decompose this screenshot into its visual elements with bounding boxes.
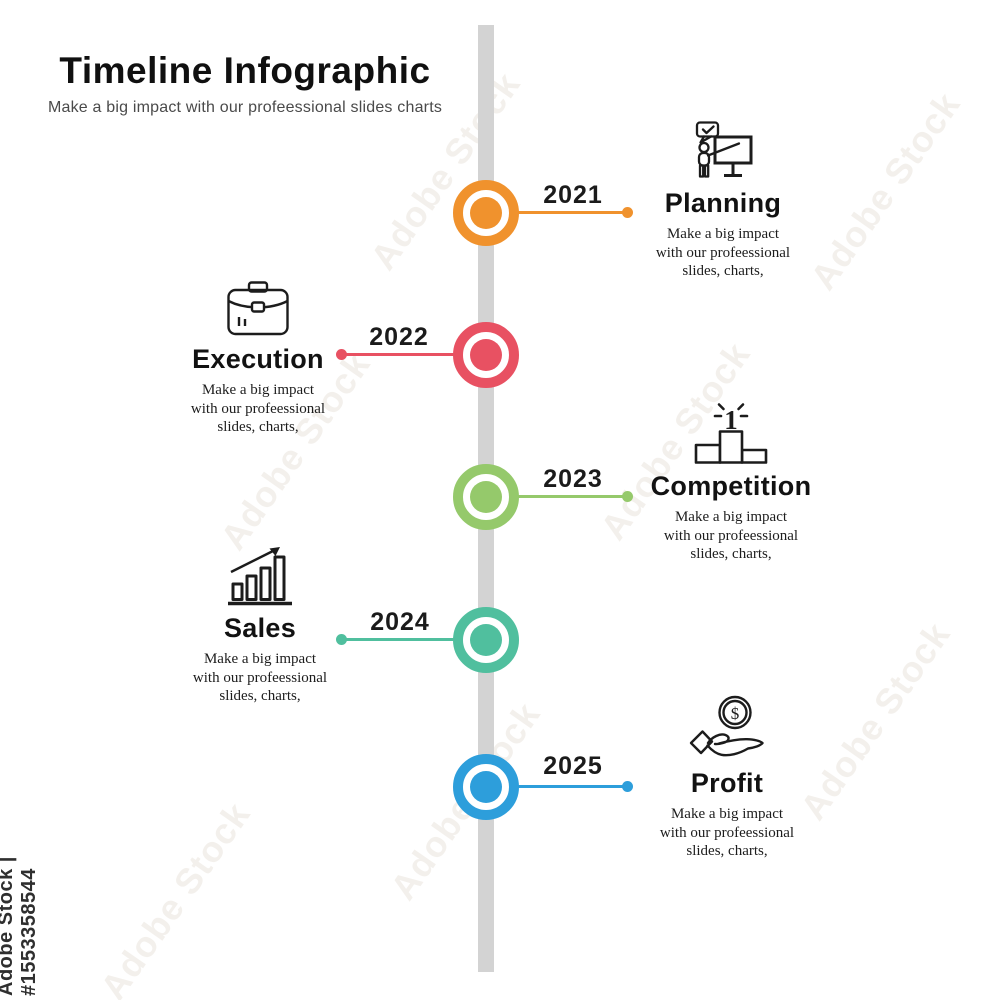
timeline-node xyxy=(453,464,519,530)
milestone-block: Planning Make a big impact with our prof… xyxy=(633,121,813,281)
milestone-year: 2021 xyxy=(543,181,603,209)
node-dot xyxy=(470,771,502,803)
milestone-block: Execution Make a big impact with our pro… xyxy=(148,281,368,437)
timeline-node xyxy=(453,180,519,246)
milestone-description: Make a big impact with our profeessional… xyxy=(192,651,328,705)
connector-dot xyxy=(622,491,633,502)
watermark-tile: Adobe Stock xyxy=(92,794,259,1000)
hand-coin-icon: $ xyxy=(627,695,827,761)
milestone-year: 2022 xyxy=(369,323,429,351)
connector-dot xyxy=(336,634,347,645)
connector-dot xyxy=(336,349,347,360)
growth-chart-icon xyxy=(150,544,370,606)
svg-text:1: 1 xyxy=(724,405,738,435)
milestone-block: $ Profit Make a big impact with our prof… xyxy=(627,695,827,861)
milestone-year: 2025 xyxy=(543,752,603,780)
milestone-title: Competition xyxy=(650,471,812,501)
milestone-description: Make a big impact with our profeessional… xyxy=(663,509,799,563)
milestone-year: 2023 xyxy=(543,465,603,493)
milestone-title: Profit xyxy=(690,768,764,798)
watermark-tile: Adobe Stock xyxy=(802,84,969,298)
page-title: Timeline Infographic xyxy=(59,50,431,91)
timeline-node xyxy=(453,607,519,673)
page-subtitle: Make a big impact with our profeessional… xyxy=(47,99,443,116)
header: Timeline Infographic Make a big impact w… xyxy=(38,50,452,117)
timeline-node xyxy=(453,322,519,388)
node-dot xyxy=(470,339,502,371)
presentation-icon xyxy=(633,121,813,181)
milestone-block: Sales Make a big impact with our profees… xyxy=(150,544,370,706)
connector-line xyxy=(487,495,627,498)
connector-line xyxy=(487,785,627,788)
timeline-node xyxy=(453,754,519,820)
milestone-block: 1 Competition Make a big impact with our… xyxy=(621,400,841,564)
node-dot xyxy=(470,624,502,656)
milestone-title: Sales xyxy=(223,613,297,643)
connector-line xyxy=(487,211,627,214)
milestone-title: Planning xyxy=(664,188,782,218)
node-dot xyxy=(470,481,502,513)
milestone-description: Make a big impact with our profeessional… xyxy=(659,806,795,860)
briefcase-icon xyxy=(148,281,368,337)
winner-podium-icon: 1 xyxy=(621,400,841,464)
milestone-year: 2024 xyxy=(370,608,430,636)
milestone-title: Execution xyxy=(192,344,324,374)
milestone-description: Make a big impact with our profeessional… xyxy=(655,226,791,280)
connector-line xyxy=(341,353,487,356)
milestone-description: Make a big impact with our profeessional… xyxy=(190,382,326,436)
svg-text:$: $ xyxy=(731,704,740,723)
connector-dot xyxy=(622,207,633,218)
connector-line xyxy=(341,638,487,641)
stock-watermark: Adobe Stock | #1553358544 xyxy=(0,856,40,996)
connector-dot xyxy=(622,781,633,792)
node-dot xyxy=(470,197,502,229)
